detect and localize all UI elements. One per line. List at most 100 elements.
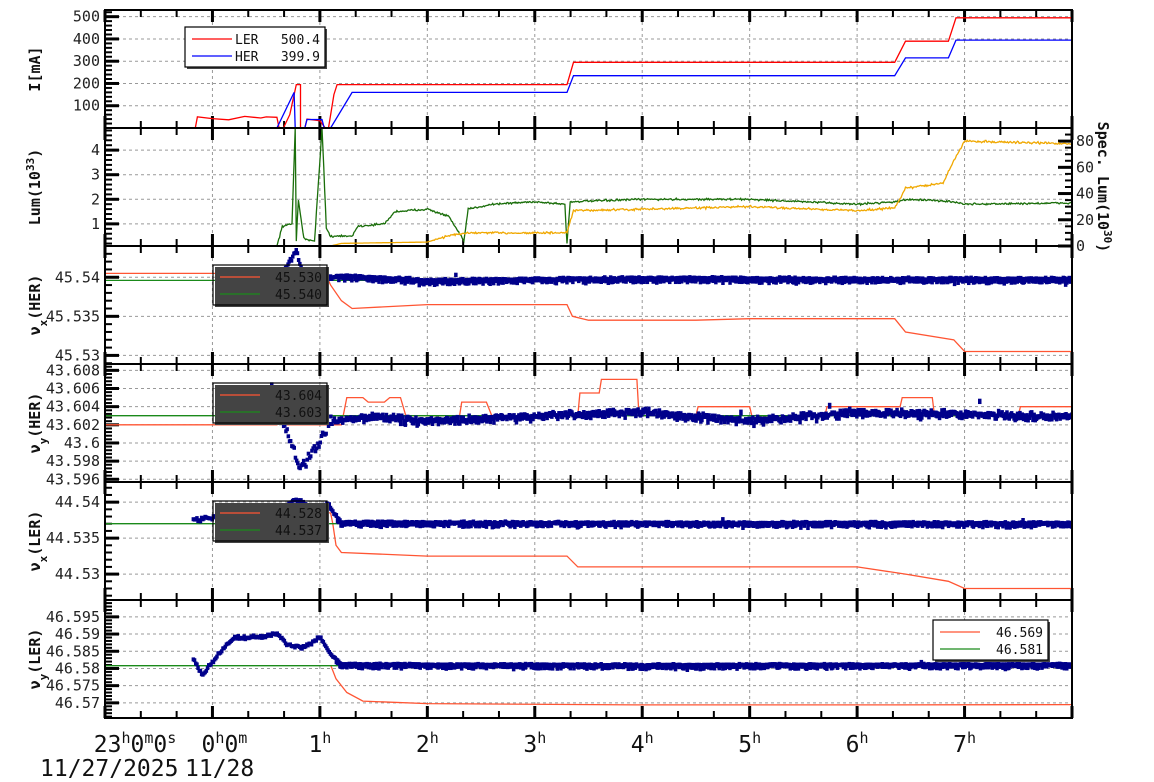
data-point bbox=[292, 445, 296, 450]
data-point bbox=[315, 446, 319, 451]
y-tick-label: 500 bbox=[73, 8, 100, 26]
data-point bbox=[675, 414, 679, 422]
legend-box bbox=[184, 26, 326, 68]
data-point bbox=[270, 382, 274, 387]
data-point bbox=[439, 419, 443, 425]
data-point bbox=[602, 410, 606, 415]
y-tick-label: 46.595 bbox=[46, 608, 100, 626]
data-point bbox=[192, 658, 197, 663]
data-point bbox=[293, 250, 297, 255]
data-point bbox=[987, 413, 991, 420]
data-point bbox=[1069, 276, 1072, 283]
data-point bbox=[827, 402, 832, 409]
data-point bbox=[309, 642, 314, 647]
data-point bbox=[296, 461, 300, 466]
data-point bbox=[647, 406, 651, 413]
data-point bbox=[343, 275, 347, 283]
data-point bbox=[1069, 662, 1072, 669]
data-point bbox=[623, 412, 627, 420]
panel-1: 100 200 300 400 500 I[mA] LER 500.4 HER 399.9 bbox=[26, 8, 1074, 129]
data-point bbox=[231, 636, 236, 641]
data-point bbox=[700, 416, 704, 423]
x-tick-label: 0h0m bbox=[202, 729, 248, 758]
data-point bbox=[442, 278, 446, 285]
data-point bbox=[452, 278, 457, 287]
data-point bbox=[752, 421, 756, 429]
data-point bbox=[455, 414, 460, 422]
data-point bbox=[1031, 415, 1035, 423]
y-tick-label: 2 bbox=[91, 190, 100, 208]
data-point bbox=[289, 258, 294, 263]
y-tick-label: 43.602 bbox=[46, 416, 100, 434]
data-point bbox=[306, 451, 311, 456]
data-point bbox=[300, 646, 304, 651]
data-point bbox=[779, 417, 783, 425]
data-point bbox=[917, 408, 922, 416]
y-axis-label-text: ν bbox=[26, 444, 44, 453]
data-point bbox=[330, 422, 334, 426]
legend: 44.528 44.537 bbox=[212, 500, 329, 543]
y-right-tick-label: 0 bbox=[1076, 237, 1085, 255]
series-line-ler bbox=[105, 17, 1072, 128]
legend-value: 46.581 bbox=[996, 643, 1043, 658]
legend-value: 45.530 bbox=[275, 271, 322, 286]
legend-shadow bbox=[215, 267, 329, 307]
y-tick-label: 43.6 bbox=[64, 434, 100, 452]
data-point bbox=[398, 418, 403, 427]
data-point bbox=[798, 416, 802, 425]
x-tick-label-part: 0 bbox=[224, 732, 238, 758]
data-point bbox=[443, 276, 447, 281]
data-point bbox=[1003, 663, 1008, 672]
y-axis-label-after: ) bbox=[26, 149, 44, 158]
data-point bbox=[927, 412, 931, 420]
data-point bbox=[800, 412, 805, 421]
legend-value: 46.569 bbox=[996, 626, 1043, 641]
data-point bbox=[303, 644, 308, 649]
x-tick-label: 3h bbox=[523, 729, 546, 758]
data-point bbox=[350, 274, 354, 283]
data-point bbox=[477, 521, 482, 529]
data-point bbox=[773, 417, 777, 422]
data-point bbox=[327, 502, 331, 507]
y-tick-label: 44.54 bbox=[55, 493, 100, 511]
data-point bbox=[328, 422, 332, 426]
data-point bbox=[952, 278, 957, 287]
data-point bbox=[196, 666, 200, 670]
legend-shadow bbox=[215, 385, 329, 425]
data-point bbox=[301, 499, 305, 504]
data-point bbox=[300, 462, 305, 466]
data-point bbox=[792, 276, 796, 285]
data-point bbox=[209, 662, 213, 667]
series-group bbox=[105, 631, 1072, 706]
series-group bbox=[105, 497, 1072, 590]
legend-name: HER bbox=[235, 50, 259, 65]
data-point bbox=[325, 646, 329, 651]
y-tick-label: 100 bbox=[73, 97, 100, 115]
data-point bbox=[884, 408, 889, 413]
data-point bbox=[960, 413, 964, 421]
y-tick-label: 44.535 bbox=[46, 529, 100, 547]
legend-box bbox=[212, 382, 328, 424]
y-axis-label-after: (HER) bbox=[26, 275, 44, 320]
data-point bbox=[414, 415, 418, 424]
data-point bbox=[793, 275, 797, 281]
data-point bbox=[898, 412, 903, 419]
data-point bbox=[608, 408, 612, 413]
x-tick-label-part: m bbox=[238, 729, 247, 747]
y-axis-label: I[mA] bbox=[26, 46, 44, 91]
data-point bbox=[295, 251, 300, 256]
data-point bbox=[1067, 521, 1071, 529]
data-point bbox=[761, 419, 766, 427]
data-point bbox=[634, 410, 638, 419]
x-tick-label-part: 0 bbox=[130, 732, 144, 758]
data-point bbox=[312, 444, 317, 449]
panel-3: 45.53 45.535 45.54 νx(HER) 45.530 45.540 bbox=[26, 245, 1074, 365]
legend-shadow bbox=[215, 503, 329, 543]
data-point bbox=[915, 409, 919, 414]
x-tick-label: 23h0m0s bbox=[94, 729, 177, 758]
legend-value: 500.4 bbox=[281, 33, 320, 48]
data-point bbox=[799, 522, 803, 530]
data-point bbox=[210, 517, 214, 522]
